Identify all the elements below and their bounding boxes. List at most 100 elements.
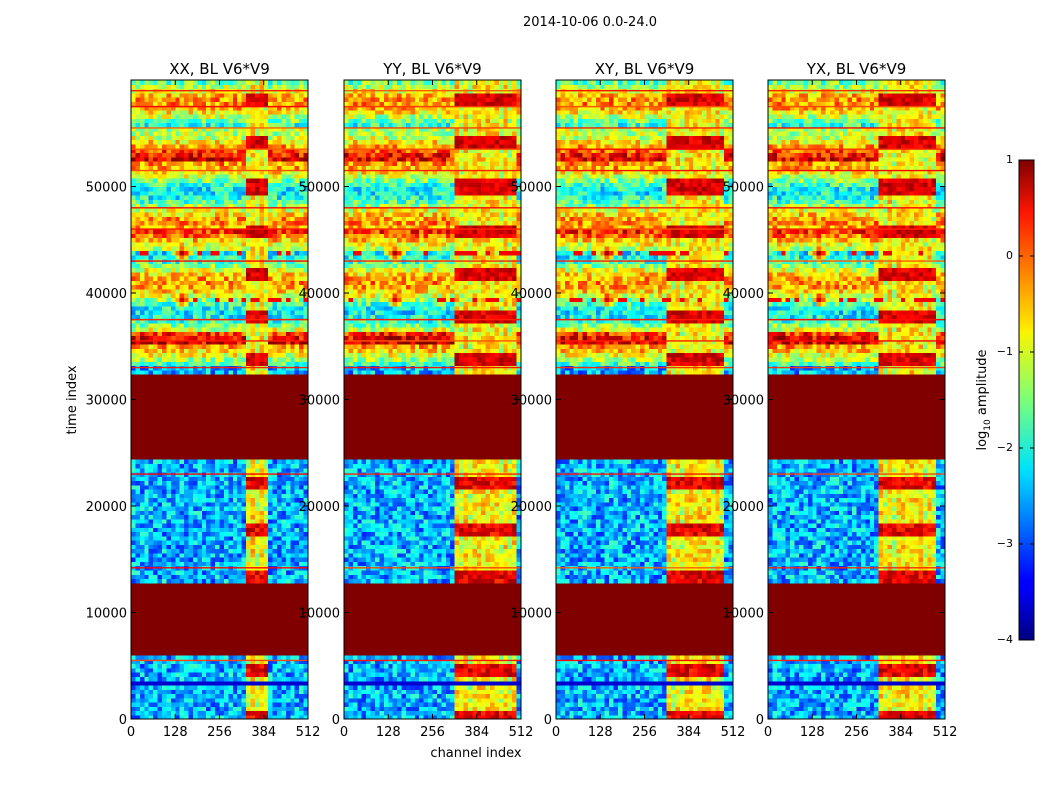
heatmap-cell [166, 518, 172, 524]
heatmap-cell [290, 506, 296, 511]
heatmap-cell [139, 476, 145, 482]
heatmap-cell [281, 331, 287, 337]
heatmap-cell [223, 684, 229, 690]
heatmap-cell [290, 369, 296, 375]
heatmap-cell [294, 467, 300, 473]
heatmap-cell [237, 612, 243, 618]
heatmap-cell [131, 293, 137, 298]
heatmap-cell [250, 216, 256, 222]
heatmap-cell [294, 706, 300, 712]
heatmap-cell [241, 548, 247, 554]
heatmap-cell [290, 216, 296, 222]
heatmap-cell [219, 501, 225, 507]
heatmap-cell [161, 229, 167, 234]
heatmap-cell [237, 616, 243, 622]
heatmap-cell [299, 297, 305, 303]
heatmap-cell [148, 616, 154, 622]
heatmap-cell [277, 514, 283, 520]
heatmap-cell [223, 437, 229, 443]
heatmap-cell [272, 450, 278, 456]
heatmap-cell [277, 416, 283, 422]
heatmap-cell [170, 689, 176, 695]
heatmap-cell [250, 195, 256, 200]
heatmap-cell [197, 586, 203, 592]
heatmap-cell [277, 199, 283, 205]
heatmap-cell [188, 190, 194, 196]
heatmap-cell [254, 361, 260, 367]
heatmap-cell [210, 591, 216, 597]
heatmap-cell [170, 476, 176, 482]
heatmap-cell [272, 288, 278, 294]
heatmap-cell [175, 701, 181, 707]
heatmap-cell [290, 237, 296, 243]
heatmap-cell [148, 344, 154, 349]
heatmap-cell [166, 263, 172, 269]
heatmap-cell [215, 450, 221, 456]
heatmap-cell [192, 220, 198, 226]
heatmap-cell [175, 207, 181, 213]
heatmap-cell [215, 378, 221, 384]
heatmap-cell [241, 655, 247, 660]
heatmap-cell [135, 416, 141, 422]
heatmap-cell [254, 612, 260, 618]
heatmap-cell [246, 510, 252, 516]
heatmap-cell [223, 442, 229, 447]
heatmap-cell [259, 501, 265, 507]
heatmap-cell [241, 352, 247, 358]
heatmap-cell [237, 535, 243, 541]
heatmap-cell [157, 267, 163, 273]
heatmap-cell [148, 254, 154, 260]
heatmap-cell [188, 186, 194, 192]
heatmap-cell [166, 429, 172, 435]
heatmap-cell [294, 574, 300, 580]
heatmap-cell [241, 305, 247, 311]
heatmap-cell [144, 608, 150, 614]
heatmap-cell [232, 476, 238, 482]
heatmap-cell [250, 395, 256, 401]
heatmap-cell [153, 348, 159, 354]
heatmap-cell [294, 416, 300, 422]
heatmap-cell [303, 267, 309, 273]
heatmap-cell [131, 540, 137, 545]
heatmap-cell [166, 684, 172, 690]
heatmap-cell [192, 544, 198, 550]
heatmap-cell [237, 433, 243, 439]
heatmap-cell [131, 569, 137, 575]
heatmap-cell [144, 344, 150, 349]
heatmap-cell [223, 395, 229, 401]
heatmap-cell [166, 339, 172, 345]
heatmap-cell [241, 186, 247, 192]
heatmap-cell [263, 612, 269, 618]
heatmap-cell [223, 480, 229, 486]
heatmap-cell [153, 655, 159, 660]
heatmap-cell [161, 586, 167, 592]
heatmap-cell [294, 450, 300, 456]
heatmap-cell [210, 233, 216, 239]
heatmap-cell [179, 493, 185, 499]
heatmap-cell [228, 510, 234, 516]
heatmap-cell [263, 629, 269, 635]
heatmap-cell [139, 420, 145, 426]
heatmap-cell [237, 659, 243, 665]
heatmap-cell [215, 693, 221, 699]
heatmap-cell [299, 676, 305, 682]
heatmap-cell [223, 224, 229, 230]
heatmap-cell [281, 199, 287, 205]
heatmap-cell [272, 369, 278, 375]
heatmap-cell [303, 655, 309, 660]
heatmap-cell [139, 586, 145, 592]
heatmap-cell [206, 344, 212, 349]
heatmap-cell [303, 697, 309, 703]
heatmap-cell [144, 318, 150, 324]
heatmap-cell [303, 638, 309, 643]
heatmap-cell [131, 331, 137, 337]
heatmap-cell [254, 186, 260, 192]
heatmap-cell [299, 403, 305, 409]
heatmap-cell [290, 578, 296, 584]
heatmap-cell [246, 706, 252, 712]
heatmap-cell [210, 442, 216, 447]
heatmap-cell [197, 463, 203, 469]
heatmap-cell [135, 378, 141, 384]
heatmap-cell [241, 603, 247, 609]
heatmap-cell [219, 314, 225, 320]
